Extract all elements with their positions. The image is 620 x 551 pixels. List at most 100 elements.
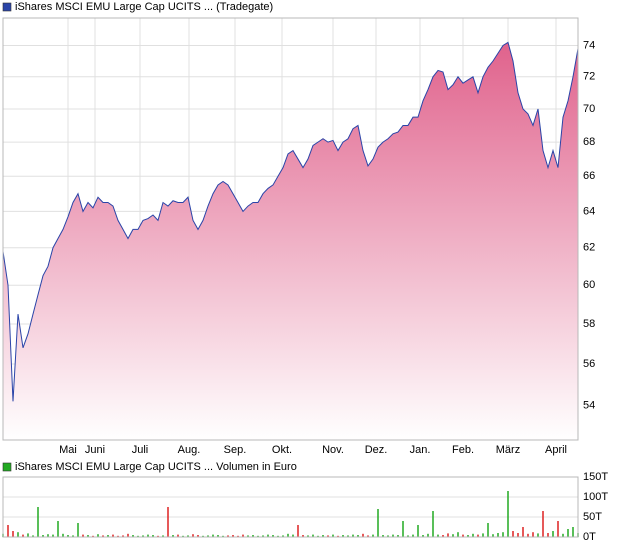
x-tick-label: Dez. (365, 444, 388, 456)
volume-bar (22, 534, 24, 537)
y-tick-label: 54 (583, 400, 595, 412)
volume-bar (17, 532, 19, 537)
volume-bar (572, 527, 574, 537)
volume-bar (537, 533, 539, 537)
volume-bar (517, 533, 519, 537)
volume-bar (112, 534, 114, 537)
volume-bar (342, 535, 344, 537)
x-tick-label: Nov. (322, 444, 344, 456)
volume-bar (357, 535, 359, 537)
volume-bar (422, 535, 424, 537)
volume-bar (442, 535, 444, 537)
volume-bar (277, 535, 279, 537)
volume-bar (437, 534, 439, 537)
y-tick-label: 62 (583, 242, 595, 254)
volume-bar (67, 535, 69, 537)
x-tick-label: März (496, 444, 520, 456)
volume-bar (327, 535, 329, 537)
volume-bar (497, 533, 499, 537)
plot-border (2, 17, 579, 441)
volume-bar (412, 534, 414, 537)
x-tick-label: April (545, 444, 567, 456)
legend-swatch (2, 462, 12, 472)
volume-bar (552, 531, 554, 537)
volume-bar (347, 535, 349, 537)
price-area (3, 42, 578, 440)
y-tick-label: 74 (583, 39, 595, 51)
volume-bar (547, 533, 549, 537)
volume-bar (487, 523, 489, 537)
volume-bar (372, 534, 374, 537)
volume-bar (482, 533, 484, 537)
volume-bar (152, 535, 154, 537)
x-tick-label: Aug. (178, 444, 201, 456)
plot-frame (2, 476, 579, 538)
volume-bar (467, 535, 469, 537)
volume-bar (217, 535, 219, 537)
volume-bar (167, 507, 169, 537)
volume-bar (7, 525, 9, 537)
volume-bar (62, 533, 64, 537)
volume-bar (207, 535, 209, 537)
volume-bar (212, 534, 214, 537)
x-tick-label: Feb. (452, 444, 474, 456)
x-tick-label: Jan. (410, 444, 431, 456)
volume-bar (107, 535, 109, 537)
volume-bar (462, 534, 464, 537)
volume-bar (352, 534, 354, 537)
y-tick-label: 56 (583, 358, 595, 370)
volume-bar (57, 521, 59, 537)
volume-bar (127, 533, 129, 537)
volume-bar (332, 534, 334, 537)
volume-bar (82, 534, 84, 537)
volume-bar (172, 535, 174, 537)
x-tick-label: Juli (132, 444, 149, 456)
volume-bar (477, 534, 479, 537)
volume-bar (192, 534, 194, 537)
volume-bar (147, 534, 149, 537)
price-line (2, 41, 579, 402)
volume-bar (397, 535, 399, 537)
volume-bar (47, 534, 49, 537)
volume-bar (27, 533, 29, 537)
y-tick-label: 0T (583, 531, 596, 543)
volume-bar (72, 535, 74, 537)
volume-bar (132, 535, 134, 537)
volume-bar (432, 511, 434, 537)
y-tick-label: 150T (583, 471, 608, 483)
volume-bar (377, 509, 379, 537)
volume-bar (262, 535, 264, 537)
volume-bar (97, 534, 99, 537)
volume-bar (557, 521, 559, 537)
volume-bar (137, 535, 139, 537)
legend-label: iShares MSCI EMU Large Cap UCITS ... Vol… (15, 461, 297, 473)
volume-bar (187, 535, 189, 537)
volume-bar (242, 534, 244, 537)
volume-bar (387, 535, 389, 537)
volume-bar (32, 535, 34, 537)
volume-bar (272, 535, 274, 537)
volume-bar (227, 535, 229, 537)
volume-bar (402, 521, 404, 537)
volume-bar (317, 535, 319, 537)
plot-border (2, 476, 579, 538)
volume-bar (282, 535, 284, 537)
y-tick-label: 66 (583, 170, 595, 182)
volume-bar (122, 535, 124, 537)
volume-bar (117, 535, 119, 537)
volume-bar (562, 533, 564, 537)
volume-bar (222, 535, 224, 537)
volume-bar (362, 533, 364, 537)
volume-bar (502, 532, 504, 537)
volume-bar (472, 533, 474, 537)
volume-bar (177, 534, 179, 537)
volume-bar (292, 534, 294, 537)
volume-bar (157, 535, 159, 537)
volume-bar (297, 525, 299, 537)
volume-bar (532, 532, 534, 537)
y-tick-label: 64 (583, 205, 595, 217)
volume-bar (507, 491, 509, 537)
volume-bar (312, 534, 314, 537)
